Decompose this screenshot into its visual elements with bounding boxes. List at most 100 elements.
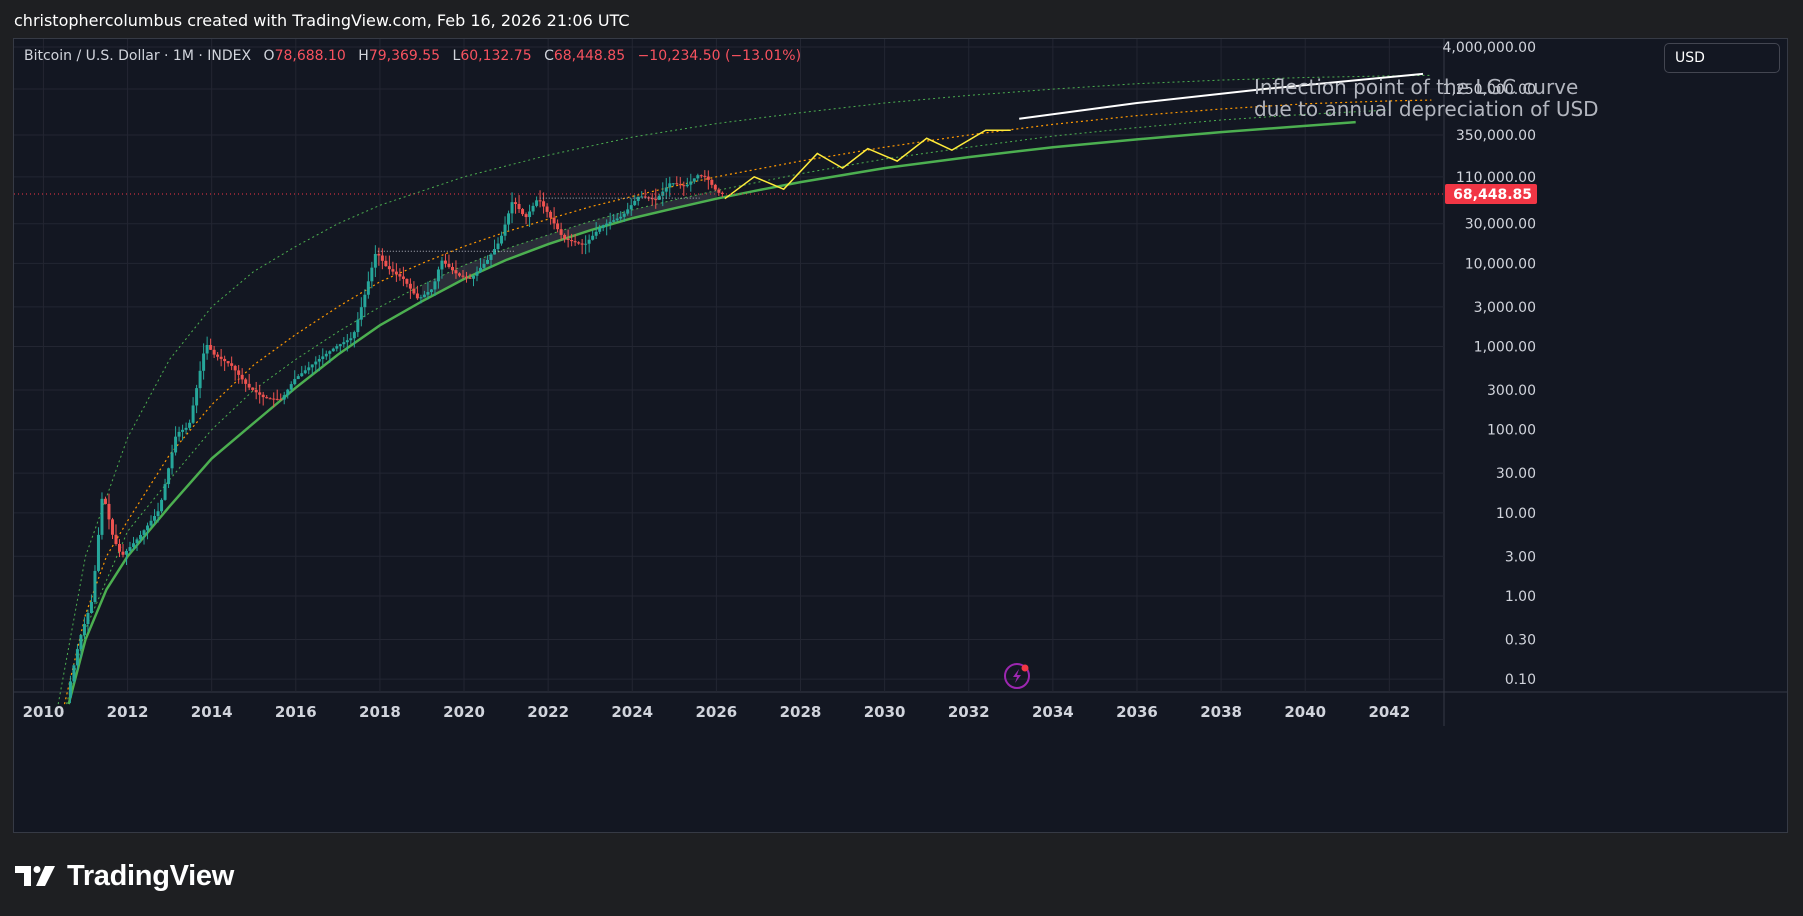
open-value: 78,688.10 bbox=[274, 48, 346, 64]
candle-body bbox=[237, 370, 241, 375]
attribution-text: christophercolumbus created with Trading… bbox=[14, 11, 630, 30]
candle-body bbox=[531, 205, 535, 212]
candle-body bbox=[486, 259, 490, 264]
time-tick-label: 2042 bbox=[1368, 703, 1410, 721]
candle-body bbox=[577, 242, 581, 244]
candle-body bbox=[542, 201, 546, 207]
candle-body bbox=[282, 395, 286, 400]
candle-body bbox=[524, 214, 528, 218]
candle-body bbox=[310, 364, 314, 368]
candle-body bbox=[258, 392, 262, 395]
candle-body bbox=[566, 238, 570, 240]
candle-body bbox=[440, 260, 444, 270]
candle-body bbox=[563, 234, 567, 239]
last-price-tag bbox=[1445, 183, 1537, 204]
candle-body bbox=[489, 254, 493, 260]
tradingview-logo[interactable]: TradingView bbox=[15, 858, 234, 894]
candle-body bbox=[373, 253, 377, 268]
candle-body bbox=[717, 189, 721, 193]
candle-body bbox=[699, 175, 703, 177]
attribution-bar: christophercolumbus created with Trading… bbox=[0, 0, 1803, 40]
candle-body bbox=[268, 398, 272, 400]
candle-body bbox=[591, 235, 595, 240]
candle-body bbox=[685, 184, 689, 187]
candle-body bbox=[706, 176, 710, 180]
candle-body bbox=[405, 278, 409, 284]
candle-body bbox=[671, 183, 675, 185]
currency-selector[interactable]: USD bbox=[1664, 43, 1780, 73]
candle-body bbox=[156, 511, 160, 517]
candle-body bbox=[163, 484, 167, 500]
candle-body bbox=[72, 665, 76, 682]
candle-body bbox=[188, 422, 192, 428]
candle-body bbox=[552, 217, 556, 224]
upper-band-line bbox=[57, 74, 1432, 705]
candle-body bbox=[443, 260, 447, 264]
candle-body bbox=[503, 224, 507, 236]
candle-body bbox=[265, 397, 269, 399]
candle-body bbox=[226, 361, 230, 364]
inflection-trend-line bbox=[1019, 72, 1424, 120]
candle-body bbox=[209, 345, 213, 350]
candle-body bbox=[650, 198, 654, 200]
candle-body bbox=[219, 356, 223, 359]
candle-body bbox=[619, 216, 623, 219]
candle-body bbox=[457, 273, 461, 276]
candle-body bbox=[626, 209, 630, 214]
candle-body bbox=[682, 185, 686, 187]
candle-body bbox=[482, 263, 486, 268]
candle-body bbox=[366, 281, 370, 295]
mid-curve-line bbox=[63, 99, 1432, 705]
candle-body bbox=[149, 520, 153, 526]
candle-body bbox=[559, 229, 563, 235]
time-tick-label: 2016 bbox=[275, 703, 317, 721]
lightning-icon[interactable] bbox=[1004, 663, 1030, 689]
candle-body bbox=[342, 342, 346, 345]
price-tick-label: 3,000.00 bbox=[1474, 300, 1536, 316]
price-tick-label: 4,000,000.00 bbox=[1442, 40, 1536, 56]
candle-body bbox=[447, 263, 451, 267]
candle-body bbox=[468, 277, 472, 279]
candle-body bbox=[573, 241, 577, 243]
candle-body bbox=[184, 427, 188, 430]
price-chart[interactable]: 4,000,000.00 1,250,000.00 350,000.00 110,00… bbox=[14, 39, 1787, 832]
candle-body bbox=[454, 270, 458, 274]
time-tick-label: 2036 bbox=[1116, 703, 1158, 721]
last-price-group: 68,448.85 bbox=[14, 183, 1537, 204]
low-label: L bbox=[452, 48, 461, 64]
chart-panel[interactable]: 4,000,000.00 1,250,000.00 350,000.00 110,00… bbox=[13, 38, 1788, 833]
candle-body bbox=[335, 346, 339, 349]
candle-body bbox=[345, 340, 349, 343]
candle-body bbox=[377, 253, 381, 256]
candle-body bbox=[223, 358, 227, 362]
candle-body bbox=[279, 399, 283, 401]
candle-body bbox=[103, 498, 107, 504]
time-tick-label: 2040 bbox=[1284, 703, 1326, 721]
candle-body bbox=[75, 649, 79, 666]
price-tick-label: 350,000.00 bbox=[1456, 128, 1536, 144]
candle-body bbox=[89, 601, 93, 614]
candle-body bbox=[643, 196, 647, 198]
candle-body bbox=[167, 468, 171, 485]
candle-body bbox=[598, 227, 602, 232]
candle-body bbox=[703, 175, 707, 177]
candle-body bbox=[615, 218, 619, 221]
candle-body bbox=[429, 289, 433, 293]
candle-body bbox=[594, 231, 598, 236]
candle-body bbox=[177, 431, 181, 437]
candle-body bbox=[128, 547, 132, 551]
candle-body bbox=[496, 243, 500, 249]
candle-body bbox=[181, 429, 185, 432]
candle-body bbox=[510, 202, 514, 214]
candle-body bbox=[160, 499, 164, 512]
candle-body bbox=[275, 398, 279, 400]
open-label: O bbox=[263, 48, 275, 64]
candle-body bbox=[191, 405, 195, 423]
price-tick-label: 0.10 bbox=[1505, 672, 1536, 688]
candle-body bbox=[549, 211, 553, 218]
candle-body bbox=[142, 530, 146, 536]
price-tick-label: 3.00 bbox=[1505, 549, 1536, 565]
candle-body bbox=[247, 383, 251, 388]
candle-body bbox=[86, 613, 90, 625]
candle-body bbox=[601, 225, 605, 228]
